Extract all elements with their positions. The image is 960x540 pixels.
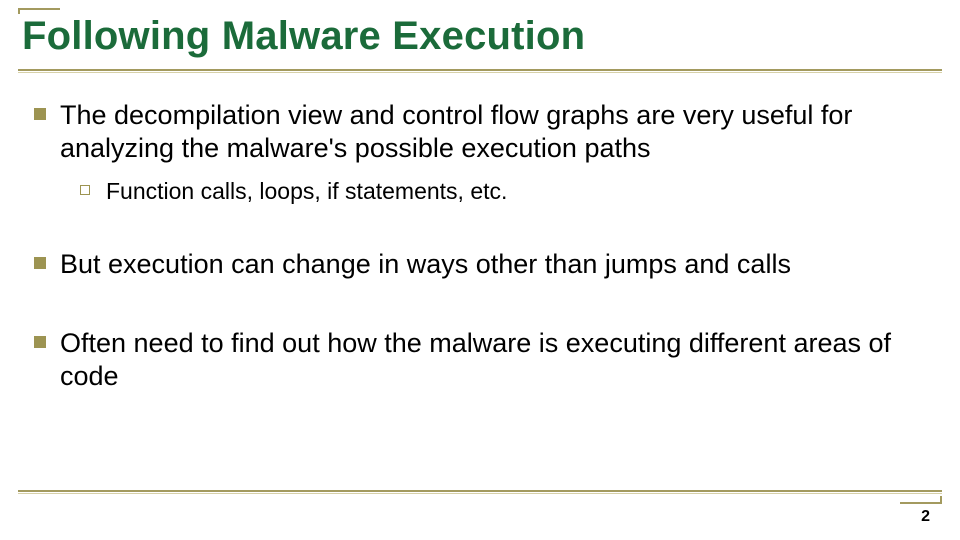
slide-title: Following Malware Execution xyxy=(22,14,938,65)
slide: Following Malware Execution The decompil… xyxy=(0,0,960,540)
sub-bullet-text: Function calls, loops, if statements, et… xyxy=(106,177,507,206)
spacer xyxy=(34,293,926,327)
bottom-rule xyxy=(18,490,942,494)
bullet-text: But execution can change in ways other t… xyxy=(60,248,791,281)
bullet-item: The decompilation view and control flow … xyxy=(34,99,926,165)
bottom-corner-accent xyxy=(900,496,942,504)
bullet-item: Often need to find out how the malware i… xyxy=(34,327,926,393)
bullet-text: The decompilation view and control flow … xyxy=(60,99,926,165)
square-bullet-icon xyxy=(34,108,46,120)
top-corner-accent xyxy=(18,8,60,14)
hollow-square-bullet-icon xyxy=(80,185,90,195)
square-bullet-icon xyxy=(34,336,46,348)
content-area: The decompilation view and control flow … xyxy=(0,73,960,392)
title-area: Following Malware Execution xyxy=(0,0,960,65)
sub-bullet-item: Function calls, loops, if statements, et… xyxy=(80,177,926,206)
bullet-text: Often need to find out how the malware i… xyxy=(60,327,926,393)
bullet-item: But execution can change in ways other t… xyxy=(34,248,926,281)
page-number: 2 xyxy=(921,508,930,526)
spacer xyxy=(34,214,926,248)
square-bullet-icon xyxy=(34,257,46,269)
